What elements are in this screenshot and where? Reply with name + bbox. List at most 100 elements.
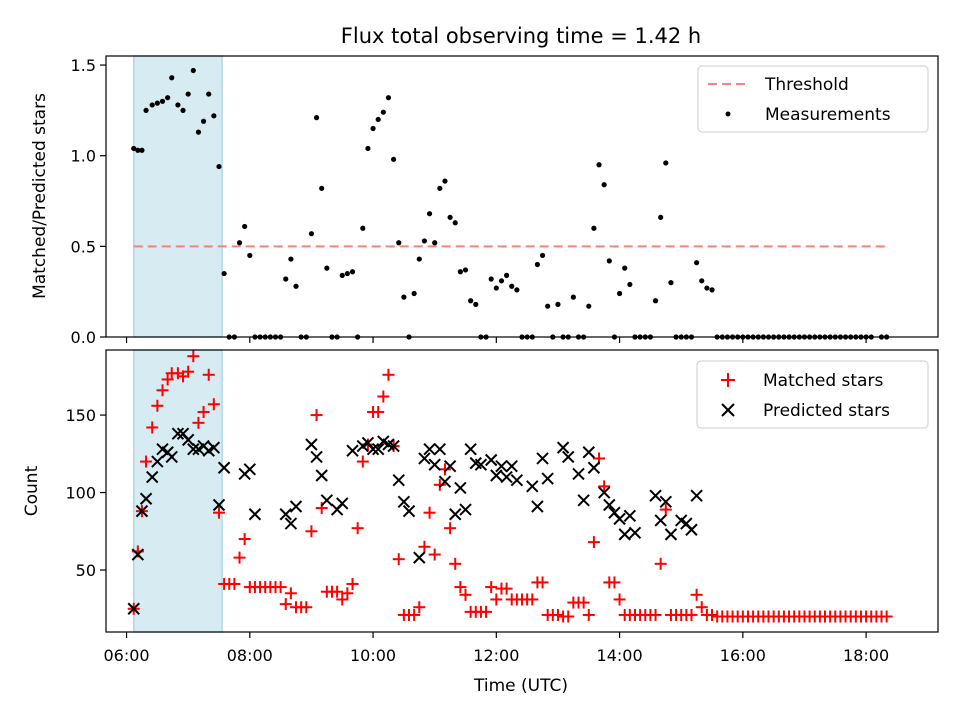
bottom-panel: 50 100 150 06:00 08:00 10:00 12:00 14:00 16:00 1… <box>22 349 939 696</box>
predicted-star-point <box>510 473 524 487</box>
measurement-point <box>570 294 576 300</box>
matched-star-point <box>500 582 513 595</box>
predicted-legend-label: Predicted stars <box>763 401 890 421</box>
matched-star-point <box>551 608 564 621</box>
matched-star-point <box>228 577 241 590</box>
matched-star-point <box>372 405 385 418</box>
bottom-axes-frame <box>105 349 939 633</box>
measurement-point <box>539 252 546 259</box>
measurement-point <box>421 238 428 244</box>
predicted-star-point <box>146 470 159 484</box>
matched-star-point <box>356 455 369 468</box>
measurement-point <box>498 278 505 284</box>
measurement-point <box>149 102 155 108</box>
measurement-point <box>293 283 299 289</box>
predicted-star-point <box>587 461 601 474</box>
bottom-y-tick-label: 50 <box>76 561 96 580</box>
matched-star-point <box>233 551 246 564</box>
matched-star-point <box>161 373 174 386</box>
predicted-star-point <box>618 528 631 541</box>
predicted-star-point <box>139 492 153 505</box>
measurement-point <box>247 252 253 259</box>
predicted-legend-swatch <box>721 403 735 417</box>
measurement-point <box>616 290 623 297</box>
matched-star-point <box>418 540 431 553</box>
measurement-point <box>195 129 202 135</box>
measurement-point <box>704 285 710 291</box>
matched-star-point <box>192 416 205 429</box>
matched-star-point <box>685 608 698 621</box>
bottom-y-tick-label: 150 <box>65 406 96 425</box>
predicted-star-point <box>305 438 318 451</box>
predicted-star-point <box>459 503 472 516</box>
matched-star-point <box>274 581 287 594</box>
top-y-label: Matched/Predicted stars <box>30 93 50 299</box>
bottom-observing-span <box>132 349 223 633</box>
predicted-star-point <box>536 452 549 465</box>
predicted-star-point <box>556 441 570 454</box>
measurement-point <box>699 278 705 284</box>
predicted-star-point <box>135 504 149 518</box>
predicted-star-point <box>315 469 328 482</box>
predicted-star-point <box>484 453 498 467</box>
matched-star-point <box>880 610 893 623</box>
matched-star-point <box>413 601 426 614</box>
measurement-point <box>169 75 175 81</box>
measurement-point <box>462 267 469 273</box>
predicted-star-point <box>603 498 616 512</box>
bottom-legend: Matched stars Predicted stars <box>696 360 929 429</box>
measurement-point <box>668 280 674 286</box>
predicted-star-point <box>690 489 703 502</box>
predicted-star-point <box>320 494 334 507</box>
x-tick-label: 18:00 <box>843 646 889 665</box>
predicted-star-point <box>151 455 164 468</box>
top-y-tick-label: 1.0 <box>71 147 96 166</box>
matched-legend-label: Matched stars <box>763 371 883 391</box>
predicted-star-point <box>212 498 226 512</box>
matched-star-point <box>300 601 313 614</box>
predicted-star-point <box>438 475 452 488</box>
top-panel: 0.0 0.5 1.0 1.5 Matched/Predicted stars Thr… <box>30 55 939 347</box>
matched-star-point <box>654 557 667 570</box>
measurement-point <box>468 298 474 304</box>
measurement-point <box>416 256 422 262</box>
measurements-legend-label: Measurements <box>765 105 891 125</box>
matched-star-point <box>212 506 225 519</box>
measurement-point <box>313 115 320 121</box>
measurement-point <box>452 220 458 226</box>
measurement-point <box>493 285 499 291</box>
x-tick-label: 16:00 <box>720 646 766 665</box>
matched-star-point <box>336 593 349 606</box>
predicted-star-point <box>217 461 231 474</box>
predicted-star-point <box>171 427 185 440</box>
predicted-star-point <box>127 602 140 615</box>
predicted-star-point <box>505 460 518 473</box>
predicted-star-point <box>500 470 513 484</box>
bottom-y-ticks: 50 100 150 <box>65 406 106 580</box>
predicted-star-point <box>664 528 678 541</box>
measurement-point <box>216 163 222 170</box>
x-tick-label: 08:00 <box>227 646 273 665</box>
predicted-star-point <box>597 486 611 499</box>
measurement-point <box>606 258 612 264</box>
matched-star-point <box>341 587 354 600</box>
measurement-point <box>344 270 350 277</box>
measurement-point <box>135 147 141 153</box>
measurement-point <box>411 290 417 297</box>
measurement-point <box>709 287 715 293</box>
measurement-point <box>288 256 294 262</box>
matched-legend-swatch <box>721 373 735 387</box>
predicted-star-point <box>289 500 303 513</box>
x-axis-label: Time (UTC) <box>473 676 568 696</box>
predicted-star-point <box>628 526 642 540</box>
x-tick-label: 12:00 <box>473 646 519 665</box>
measurement-point <box>375 116 381 123</box>
top-observing-span <box>132 55 223 338</box>
matched-star-point <box>613 593 626 606</box>
predicted-star-point <box>562 450 575 464</box>
x-tick-label: 14:00 <box>597 646 643 665</box>
predicted-star-point <box>464 442 477 456</box>
measurement-point <box>396 240 402 246</box>
measurement-point <box>391 156 397 162</box>
